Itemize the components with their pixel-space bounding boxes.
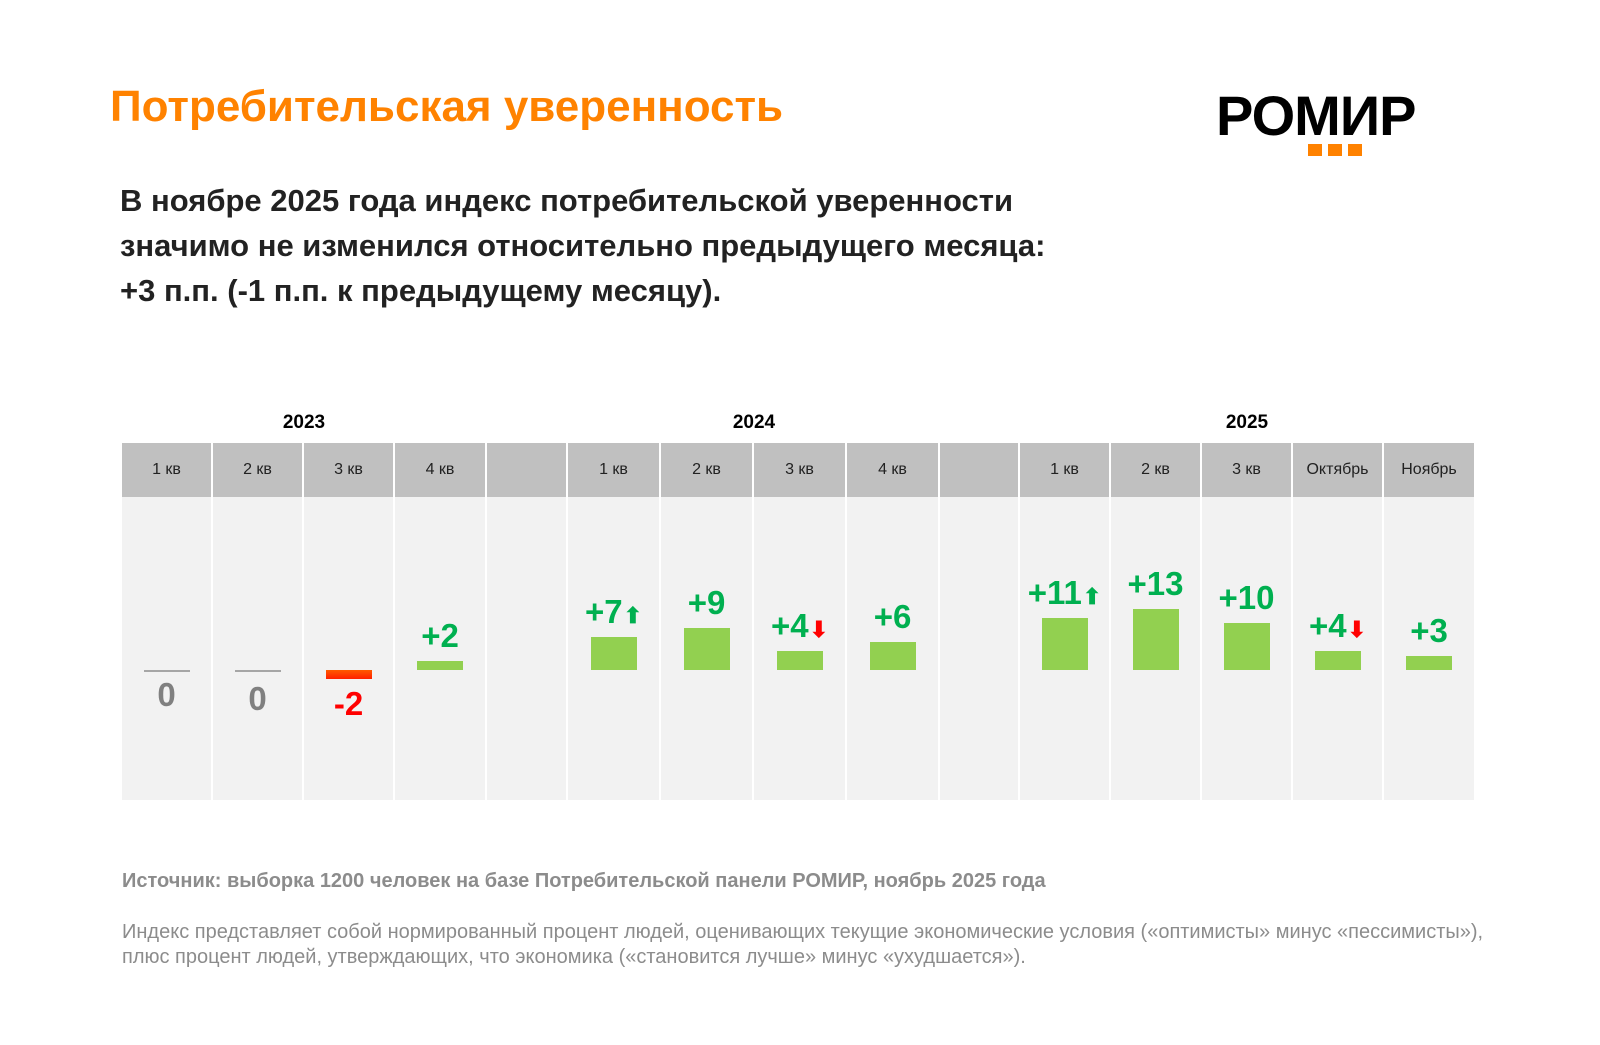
category-label: 2 кв bbox=[213, 443, 304, 497]
column-body: 0 bbox=[122, 497, 213, 800]
bar bbox=[1406, 655, 1452, 670]
column-body: -2 bbox=[304, 497, 395, 800]
bar bbox=[143, 670, 190, 672]
chart-column: 2 кв 0 bbox=[213, 443, 304, 800]
column-body: +4⬇ bbox=[754, 497, 847, 800]
source-text: Источник: выборка 1200 человек на базе П… bbox=[122, 870, 1046, 892]
chart-column: 4 кв +6 bbox=[847, 443, 940, 800]
data-label: +7⬆ bbox=[584, 593, 643, 631]
column-body: +13 bbox=[1111, 497, 1202, 800]
column-body: +3 bbox=[1384, 497, 1476, 800]
year-label: 2025 bbox=[1225, 412, 1269, 433]
chart-column: 3 кв +4⬇ bbox=[754, 443, 847, 800]
bar bbox=[1314, 651, 1361, 670]
index-note: Индекс представляет собой нормированный … bbox=[122, 921, 1484, 968]
category-label: 1 кв bbox=[568, 443, 661, 497]
column-body: +11⬆ bbox=[1020, 497, 1111, 800]
chart-column bbox=[487, 443, 568, 800]
bar bbox=[776, 651, 823, 670]
category-label: 2 кв bbox=[661, 443, 754, 497]
data-label: +6 bbox=[873, 597, 912, 635]
arrow-up-icon: ⬆ bbox=[1082, 584, 1102, 610]
arrow-up-icon: ⬆ bbox=[623, 603, 643, 629]
category-label: Ноябрь bbox=[1384, 443, 1476, 497]
column-body: +6 bbox=[847, 497, 940, 800]
data-label: +10 bbox=[1218, 579, 1275, 616]
category-label bbox=[940, 443, 1020, 497]
data-label: +4⬇ bbox=[1308, 607, 1367, 645]
column-body: +9 bbox=[661, 497, 754, 800]
data-label: +13 bbox=[1127, 564, 1184, 602]
bar bbox=[590, 637, 637, 670]
category-label: 4 кв bbox=[395, 443, 487, 497]
column-body: +10 bbox=[1202, 497, 1293, 800]
data-label: +2 bbox=[421, 616, 459, 654]
chart-column: 1 кв +7⬆ bbox=[568, 443, 661, 800]
chart-column: 3 кв +10 bbox=[1202, 443, 1293, 800]
data-label: 0 bbox=[248, 680, 267, 717]
data-label: +9 bbox=[687, 583, 726, 621]
column-body: 0 bbox=[213, 497, 304, 800]
category-label: 1 кв bbox=[122, 443, 213, 497]
column-body: +2 bbox=[395, 497, 487, 800]
lead-text: В ноябре 2025 года индекс потребительско… bbox=[120, 178, 1045, 313]
category-label bbox=[487, 443, 568, 497]
category-label: 3 кв bbox=[754, 443, 847, 497]
bar bbox=[417, 660, 463, 670]
bar bbox=[683, 627, 730, 670]
chart-column: Ноябрь +3 bbox=[1384, 443, 1476, 800]
category-label: 3 кв bbox=[1202, 443, 1293, 497]
data-label: -2 bbox=[333, 685, 364, 723]
year-label: 2024 bbox=[732, 412, 776, 433]
chart-column: 3 кв -2 bbox=[304, 443, 395, 800]
chart-column: Октябрь +4⬇ bbox=[1293, 443, 1384, 800]
bar bbox=[1041, 618, 1088, 670]
bar bbox=[1223, 623, 1270, 670]
slide-title: Потребительская уверенность bbox=[110, 82, 784, 131]
logo-text: РОМИР bbox=[1216, 84, 1416, 147]
category-label: 3 кв bbox=[304, 443, 395, 497]
column-body: +4⬇ bbox=[1293, 497, 1384, 800]
bar bbox=[325, 670, 372, 680]
lead-line: значимо не изменился относительно предыд… bbox=[120, 228, 1046, 263]
category-label: 1 кв bbox=[1020, 443, 1111, 497]
data-label: +3 bbox=[1410, 611, 1448, 649]
column-body bbox=[940, 497, 1020, 800]
column-body: +7⬆ bbox=[568, 497, 661, 800]
data-label: 0 bbox=[157, 676, 176, 713]
category-label: 4 кв bbox=[847, 443, 940, 497]
chart-column: 1 кв 0 bbox=[122, 443, 213, 800]
arrow-down-icon: ⬇ bbox=[1347, 617, 1367, 643]
category-label: Октябрь bbox=[1293, 443, 1384, 497]
data-label: +11⬆ bbox=[1027, 574, 1102, 612]
year-label: 2023 bbox=[282, 412, 326, 433]
chart-column: 4 кв +2 bbox=[395, 443, 487, 800]
bar bbox=[1132, 608, 1179, 670]
chart-column: 1 кв +11⬆ bbox=[1020, 443, 1111, 800]
chart-column: 2 кв +13 bbox=[1111, 443, 1202, 800]
column-body bbox=[487, 497, 568, 800]
category-label: 2 кв bbox=[1111, 443, 1202, 497]
bar bbox=[869, 641, 916, 670]
romir-logo: РОМИР bbox=[1216, 88, 1456, 168]
lead-line: В ноябре 2025 года индекс потребительско… bbox=[120, 183, 1014, 218]
bar bbox=[234, 670, 281, 672]
arrow-down-icon: ⬇ bbox=[809, 617, 829, 643]
chart-column bbox=[940, 443, 1020, 800]
logo-dots bbox=[1308, 144, 1362, 156]
lead-line: +3 п.п. (-1 п.п. к предыдущему месяцу). bbox=[120, 273, 722, 308]
data-label: +4⬇ bbox=[770, 607, 829, 645]
chart-column: 2 кв +9 bbox=[661, 443, 754, 800]
